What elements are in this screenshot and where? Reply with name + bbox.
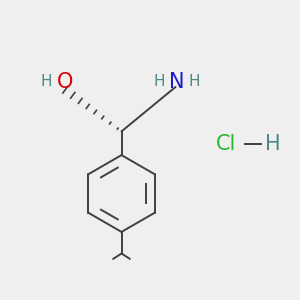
Text: N: N [169,72,185,92]
Text: H: H [153,74,165,89]
Text: H: H [188,74,200,89]
Text: H: H [40,74,52,89]
Text: O: O [57,72,73,92]
Text: Cl: Cl [216,134,237,154]
Text: H: H [265,134,281,154]
